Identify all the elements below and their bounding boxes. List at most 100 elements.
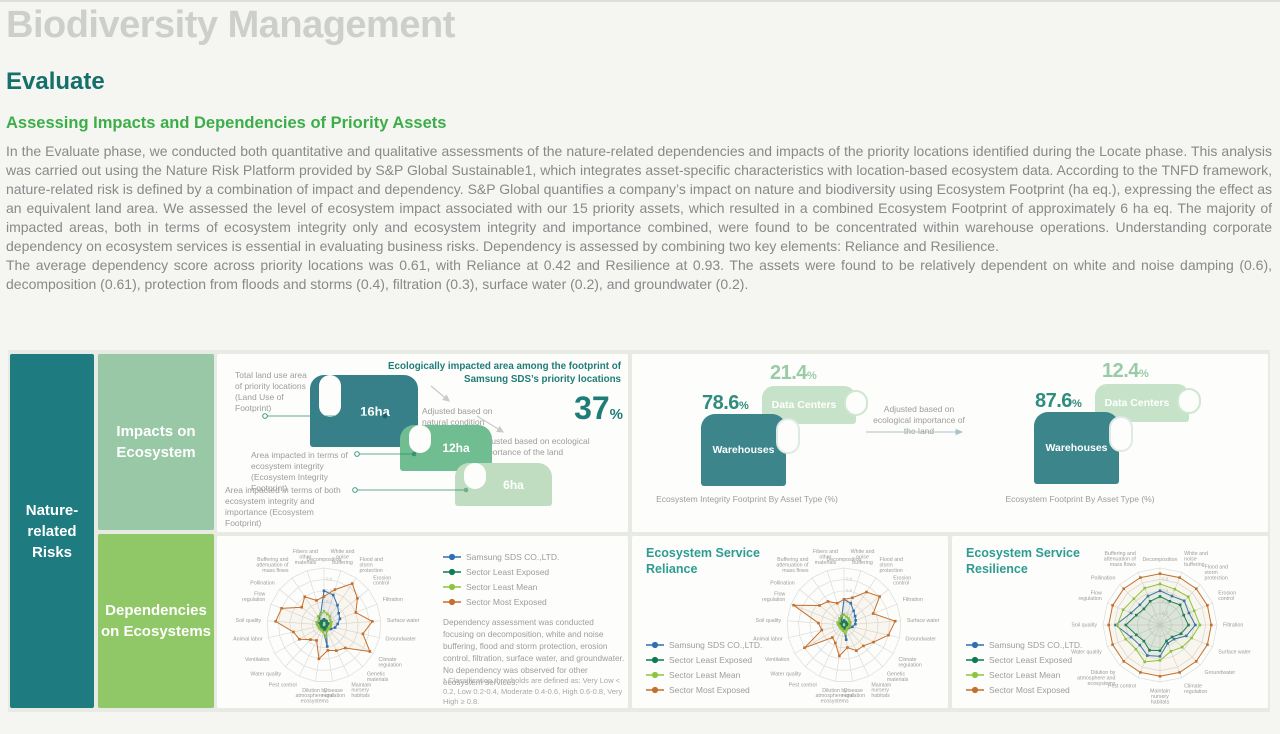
legend-label: Samsung SDS CO.,LTD. (466, 552, 560, 562)
legend-label: Sector Least Mean (669, 670, 741, 680)
legend-item: Sector Most Exposed (443, 597, 559, 607)
legend-item: Samsung SDS CO.,LTD. (646, 640, 762, 650)
legend-marker-icon (646, 686, 664, 694)
resilience-card: Ecosystem Service Resilience 0.2 0.4 0.6 0.… (952, 536, 1268, 708)
body-text: In the Evaluate phase, we conducted both… (6, 142, 1272, 294)
staircase-title: Ecologically impacted area among the foo… (388, 361, 621, 385)
asset-type-card: 21.4% Data Centers 78.6% Warehouses Ecos… (632, 354, 1268, 532)
resilience-chart-legend: Samsung SDS CO.,LTD. Sector Least Exposed… (966, 640, 1082, 700)
impact-staircase-card: Ecologically impacted area among the foo… (217, 354, 628, 532)
tab-notch-icon (464, 463, 486, 489)
step-value: 12ha (442, 441, 470, 455)
warehouses-tab: Warehouses (701, 414, 800, 486)
warehouses-tab: Warehouses (1034, 412, 1133, 484)
subsection-heading: Assessing Impacts and Dependencies of Pr… (6, 114, 447, 132)
step-label-importance: Area impacted in terms of both ecosystem… (225, 485, 341, 529)
svg-text:Filtration: Filtration (1223, 623, 1243, 629)
legend-marker-icon (646, 656, 664, 664)
legend-marker-icon (443, 598, 461, 606)
svg-text:Surface water: Surface water (1218, 650, 1251, 656)
svg-text:Animal labor: Animal labor (233, 637, 263, 643)
svg-text:Filtration: Filtration (383, 597, 403, 603)
dependency-radar-card: 0.2 0.4 0.6 0.8 Decomposition White and noise b… (217, 536, 628, 708)
svg-text:Water quality: Water quality (770, 672, 801, 678)
legend-marker-icon (966, 656, 984, 664)
reliance-radar-chart: 0.2 0.4 0.6 0.8 Decomposition White and noise b… (744, 538, 944, 706)
svg-text:Pest control: Pest control (789, 682, 817, 688)
legend-marker-icon (443, 583, 461, 591)
annotation-ecological-importance: Adjusted based on ecological importance … (479, 436, 590, 458)
tab-notch-icon (1177, 388, 1201, 414)
svg-text:Ventilation: Ventilation (765, 657, 789, 663)
svg-text:Groundwater: Groundwater (905, 637, 936, 643)
impacted-area-percentage: 37% (574, 390, 623, 426)
svg-text:0.4: 0.4 (326, 599, 333, 604)
svg-text:Animal labor: Animal labor (753, 637, 783, 643)
svg-text:Decomposition: Decomposition (826, 557, 861, 563)
legend-label: Sector Least Mean (989, 670, 1061, 680)
legend-item: Sector Least Exposed (646, 655, 762, 665)
datacenters-pct-integrity: 21.4% (770, 362, 817, 384)
resilience-title: Ecosystem Service Resilience (966, 546, 1080, 576)
footprint-caption: Ecosystem Footprint By Asset Type (%) (1005, 494, 1155, 504)
tab-notch-icon (319, 375, 341, 417)
section-heading: Evaluate (6, 68, 105, 95)
tab-notch-icon (776, 418, 800, 454)
svg-text:Ventilation: Ventilation (245, 657, 269, 663)
impacts-on-ecosystem-box: Impacts on Ecosystem (98, 354, 214, 530)
annotation-natural-condition: Adjusted based on natural condition (422, 406, 493, 428)
svg-text:0.8: 0.8 (1162, 576, 1169, 581)
svg-text:0.6: 0.6 (1162, 588, 1169, 593)
warehouses-label: Warehouses (1045, 442, 1108, 454)
legend-label: Sector Least Exposed (989, 655, 1073, 665)
legend-label: Sector Most Exposed (466, 597, 547, 607)
svg-text:Pest control: Pest control (269, 682, 297, 688)
svg-text:Pollination: Pollination (1091, 575, 1115, 581)
classification-footnote: * Classification thresholds are defined … (443, 676, 623, 706)
tab-notch-icon (844, 390, 868, 416)
nature-risks-infographic: Nature-related Risks Impacts on Ecosyste… (8, 350, 1270, 712)
svg-text:Soil quality: Soil quality (236, 618, 262, 624)
paragraph-1: In the Evaluate phase, we conducted both… (6, 143, 1272, 254)
svg-text:Filtration: Filtration (903, 597, 923, 603)
svg-text:Pollination: Pollination (770, 581, 794, 587)
tab-notch-icon (1109, 416, 1133, 452)
svg-text:Water quality: Water quality (1071, 650, 1102, 656)
legend-label: Samsung SDS CO.,LTD. (669, 640, 763, 650)
legend-label: Sector Least Exposed (466, 567, 550, 577)
footprint-step-importance: 6ha (455, 463, 552, 506)
warehouses-label: Warehouses (712, 444, 775, 456)
legend-item: Sector Least Exposed (443, 567, 559, 577)
dependency-chart-legend: Samsung SDS CO.,LTD. Sector Least Exposed… (443, 552, 559, 612)
svg-text:0.8: 0.8 (326, 576, 333, 581)
warehouses-pct-integrity: 78.6% (702, 392, 749, 414)
step-value: 6ha (503, 477, 524, 492)
step-label-integrity: Area impacted in terms of ecosystem inte… (251, 450, 348, 494)
svg-text:0.4: 0.4 (1162, 599, 1169, 604)
dependency-radar-chart: 0.2 0.4 0.6 0.8 Decomposition White and noise b… (221, 538, 427, 706)
legend-item: Samsung SDS CO.,LTD. (966, 640, 1082, 650)
resilience-radar-chart: 0.2 0.4 0.6 0.8 Decomposition White and noise b… (1060, 538, 1260, 706)
step-value: 16ha (360, 403, 390, 419)
legend-marker-icon (646, 671, 664, 679)
arrow-note: Adjusted based on ecological importance … (873, 404, 965, 437)
svg-text:0.4: 0.4 (846, 599, 853, 604)
svg-text:Surface water: Surface water (907, 618, 940, 624)
legend-marker-icon (966, 671, 984, 679)
